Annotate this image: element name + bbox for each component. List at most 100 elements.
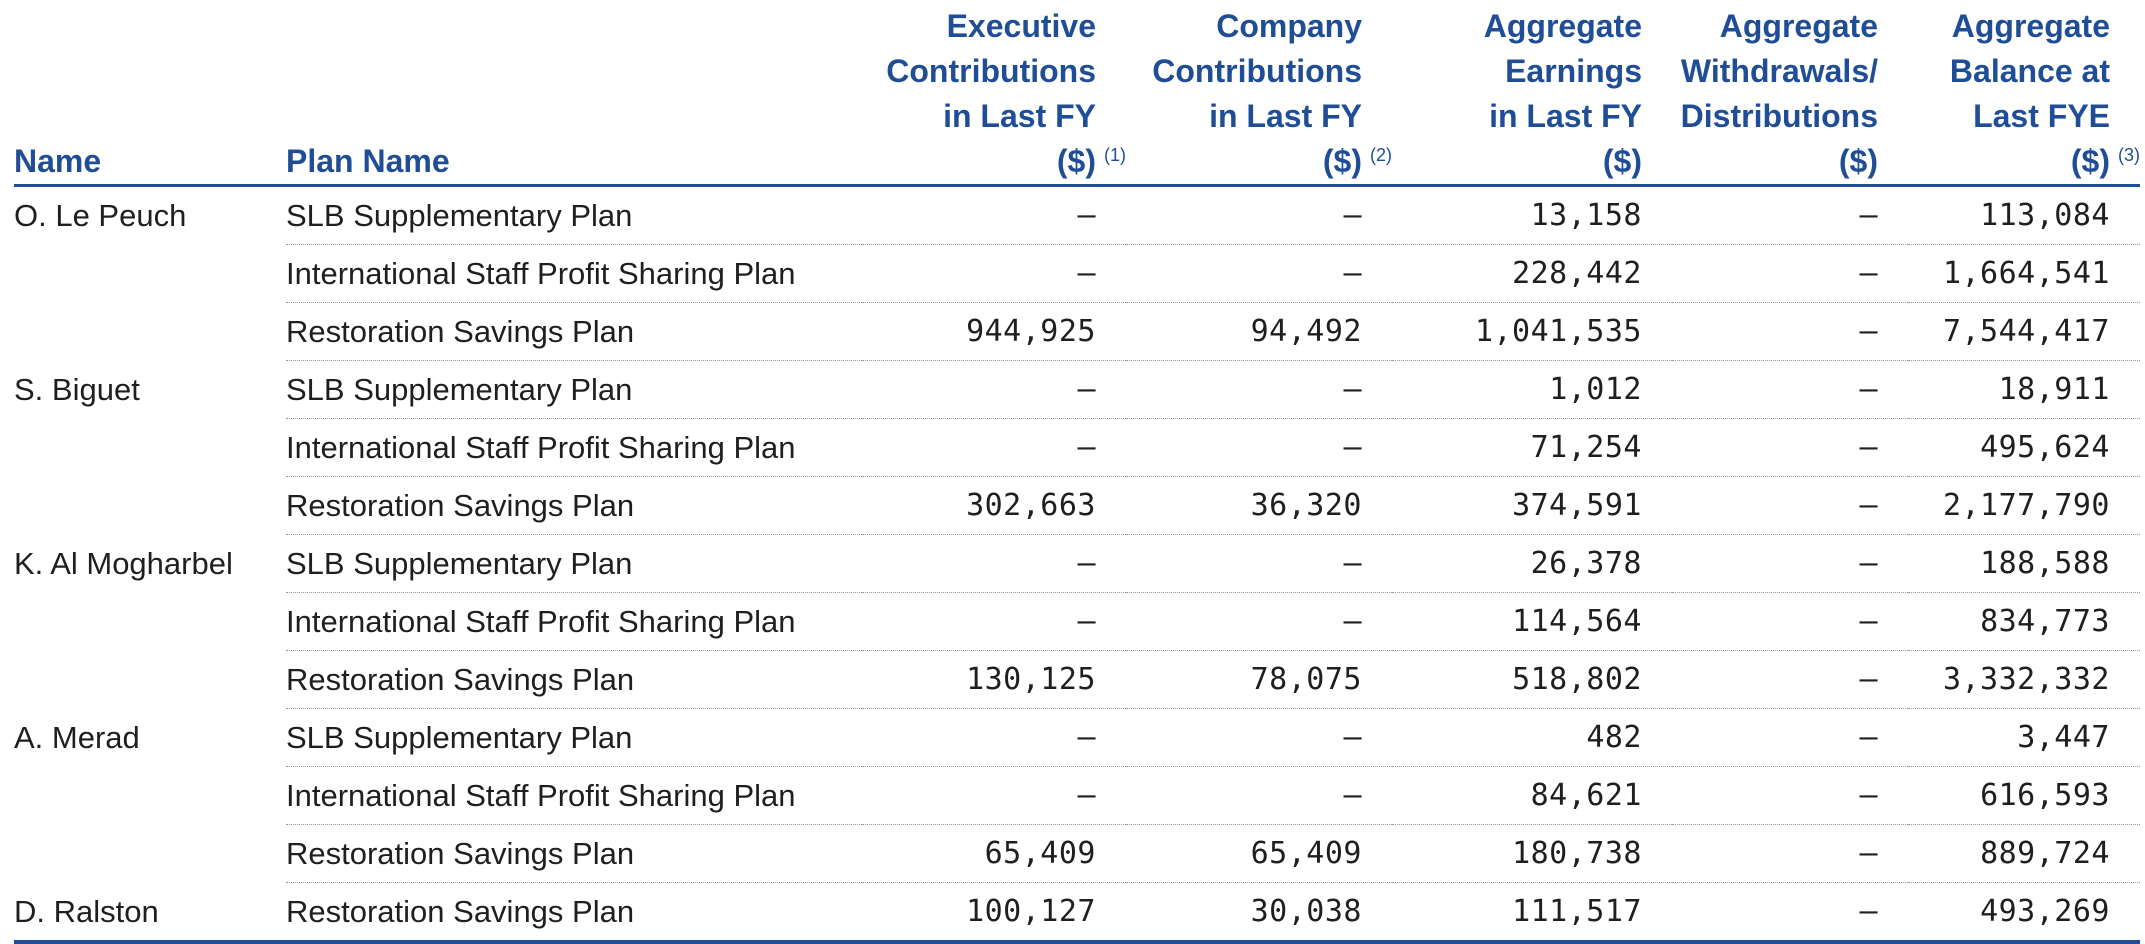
aggregate-balance-cell: 889,724 — [1908, 824, 2140, 883]
table-row: O. Le Peuch SLB Supplementary Plan — —13,15… — [14, 185, 2140, 245]
plan-name-cell: SLB Supplementary Plan — [286, 185, 862, 245]
table-row: International Staff Profit Sharing Plan —… — [14, 244, 2140, 303]
aggregate-earnings-cell: 13,158 — [1392, 185, 1672, 245]
plan-name-cell: SLB Supplementary Plan — [286, 534, 862, 593]
aggregate-earnings-cell: 518,802 — [1392, 650, 1672, 709]
aggregate-earnings-cell: 84,621 — [1392, 766, 1672, 825]
table-row: S. Biguet SLB Supplementary Plan — —1,012—1… — [14, 360, 2140, 419]
table-row: International Staff Profit Sharing Plan —… — [14, 418, 2140, 477]
plan-name-cell: Restoration Savings Plan — [286, 650, 862, 709]
plan-name-cell: International Staff Profit Sharing Plan — [286, 592, 862, 651]
table-header: Name Plan Name Executive Contributions i… — [14, 4, 2140, 187]
plan-name-cell: SLB Supplementary Plan — [286, 708, 862, 767]
executive-name-cell: K. Al Mogharbel — [14, 545, 233, 581]
company-contributions-cell: — — [1126, 766, 1392, 825]
executive-contributions-cell: 944,925 — [862, 302, 1126, 361]
executive-contributions-cell: 65,409 — [862, 824, 1126, 883]
aggregate-balance-cell: 113,084 — [1908, 185, 2140, 245]
executive-contributions-cell: — — [862, 534, 1126, 593]
aggregate-balance-cell: 616,593 — [1908, 766, 2140, 825]
aggregate-balance-cell: 834,773 — [1908, 592, 2140, 651]
company-contributions-cell: — — [1126, 360, 1392, 419]
footnote-1: (1) — [1104, 145, 1126, 165]
footnote-2: (2) — [1370, 145, 1392, 165]
table-row: Restoration Savings Plan 130,125 78,075 518… — [14, 650, 2140, 709]
header-name: Name — [14, 4, 286, 187]
aggregate-earnings-cell: 26,378 — [1392, 534, 1672, 593]
executive-contributions-cell: — — [862, 244, 1126, 303]
footnote-3: (3) — [2118, 145, 2140, 165]
aggregate-withdrawals-cell: — — [1672, 476, 1908, 535]
aggregate-withdrawals-cell: — — [1672, 824, 1908, 883]
aggregate-withdrawals-cell: — — [1672, 592, 1908, 651]
executive-contributions-cell: — — [862, 592, 1126, 651]
header-plan-name: Plan Name — [286, 4, 862, 187]
aggregate-earnings-cell: 1,012 — [1392, 360, 1672, 419]
aggregate-earnings-cell: 71,254 — [1392, 418, 1672, 477]
aggregate-balance-cell: 3,447 — [1908, 708, 2140, 767]
company-contributions-cell: 78,075 — [1126, 650, 1392, 709]
company-contributions-cell: — — [1126, 592, 1392, 651]
company-contributions-cell: — — [1126, 185, 1392, 245]
aggregate-withdrawals-cell: — — [1672, 882, 1908, 944]
aggregate-earnings-cell: 228,442 — [1392, 244, 1672, 303]
plan-name-cell: Restoration Savings Plan — [286, 476, 862, 535]
executive-name-cell: S. Biguet — [14, 371, 140, 407]
compensation-table: Name Plan Name Executive Contributions i… — [14, 4, 2140, 944]
aggregate-balance-cell: 188,588 — [1908, 534, 2140, 593]
header-aggregate-withdrawals: Aggregate Withdrawals/ Distributions ($) — [1672, 4, 1908, 187]
aggregate-balance-cell: 493,269 — [1908, 882, 2140, 944]
company-contributions-cell: 30,038 — [1126, 882, 1392, 944]
aggregate-earnings-cell: 180,738 — [1392, 824, 1672, 883]
aggregate-balance-cell: 7,544,417 — [1908, 302, 2140, 361]
company-contributions-cell: — — [1126, 708, 1392, 767]
company-contributions-cell: 65,409 — [1126, 824, 1392, 883]
company-contributions-cell: — — [1126, 244, 1392, 303]
executive-name-cell: O. Le Peuch — [14, 198, 187, 233]
aggregate-earnings-cell: 114,564 — [1392, 592, 1672, 651]
plan-name-cell: International Staff Profit Sharing Plan — [286, 244, 862, 303]
executive-contributions-cell: 130,125 — [862, 650, 1126, 709]
plan-name-cell: SLB Supplementary Plan — [286, 360, 862, 419]
aggregate-balance-cell: 3,332,332 — [1908, 650, 2140, 709]
aggregate-balance-cell: 495,624 — [1908, 418, 2140, 477]
company-contributions-cell: 36,320 — [1126, 476, 1392, 535]
plan-name-cell: Restoration Savings Plan — [286, 824, 862, 883]
company-contributions-cell: — — [1126, 534, 1392, 593]
plan-name-cell: International Staff Profit Sharing Plan — [286, 418, 862, 477]
plan-name-cell: Restoration Savings Plan — [286, 302, 862, 361]
aggregate-withdrawals-cell: — — [1672, 766, 1908, 825]
company-contributions-cell: — — [1126, 418, 1392, 477]
aggregate-withdrawals-cell: — — [1672, 360, 1908, 419]
plan-name-cell: International Staff Profit Sharing Plan — [286, 766, 862, 825]
aggregate-withdrawals-cell: — — [1672, 244, 1908, 303]
executive-contributions-cell: — — [862, 360, 1126, 419]
company-contributions-cell: 94,492 — [1126, 302, 1392, 361]
table-row: International Staff Profit Sharing Plan —… — [14, 592, 2140, 651]
header-aggregate-earnings: Aggregate Earnings in Last FY ($) — [1392, 4, 1672, 187]
aggregate-withdrawals-cell: — — [1672, 185, 1908, 245]
table-row: Restoration Savings Plan 944,925 94,492 1,0… — [14, 302, 2140, 361]
executive-contributions-cell: 302,663 — [862, 476, 1126, 535]
executive-contributions-cell: 100,127 — [862, 882, 1126, 944]
header-company-contributions: Company Contributions in Last FY ($) (2) — [1126, 4, 1392, 187]
nonqualified-deferred-compensation-table: Name Plan Name Executive Contributions i… — [14, 4, 2140, 944]
aggregate-balance-cell: 18,911 — [1908, 360, 2140, 419]
table-row: Restoration Savings Plan 65,409 65,409 180,… — [14, 824, 2140, 883]
aggregate-withdrawals-cell: — — [1672, 534, 1908, 593]
aggregate-withdrawals-cell: — — [1672, 650, 1908, 709]
executive-contributions-cell: — — [862, 766, 1126, 825]
table-row: A. Merad SLB Supplementary Plan — —482—3,44… — [14, 708, 2140, 767]
header-row: Name Plan Name Executive Contributions i… — [14, 4, 2140, 187]
executive-contributions-cell: — — [862, 418, 1126, 477]
plan-name-cell: Restoration Savings Plan — [286, 882, 862, 944]
table-row: Restoration Savings Plan 302,663 36,320 374… — [14, 476, 2140, 535]
aggregate-earnings-cell: 1,041,535 — [1392, 302, 1672, 361]
header-aggregate-balance: Aggregate Balance at Last FYE ($) (3) — [1908, 4, 2140, 187]
table-row: K. Al Mogharbel SLB Supplementary Plan — —2… — [14, 534, 2140, 593]
table-row: D. Ralston Restoration Savings Plan 100,12… — [14, 882, 2140, 944]
aggregate-earnings-cell: 111,517 — [1392, 882, 1672, 944]
header-executive-contributions: Executive Contributions in Last FY ($) (… — [862, 4, 1126, 187]
executive-contributions-cell: — — [862, 185, 1126, 245]
executive-name-cell: A. Merad — [14, 719, 140, 755]
